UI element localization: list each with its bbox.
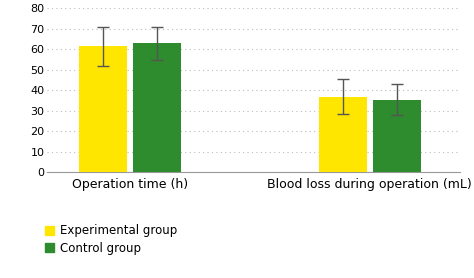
Bar — [79, 46, 127, 172]
Legend: Experimental group, Control group: Experimental group, Control group — [45, 224, 178, 255]
Bar — [319, 96, 367, 172]
Bar — [133, 43, 181, 172]
Bar — [373, 100, 421, 172]
